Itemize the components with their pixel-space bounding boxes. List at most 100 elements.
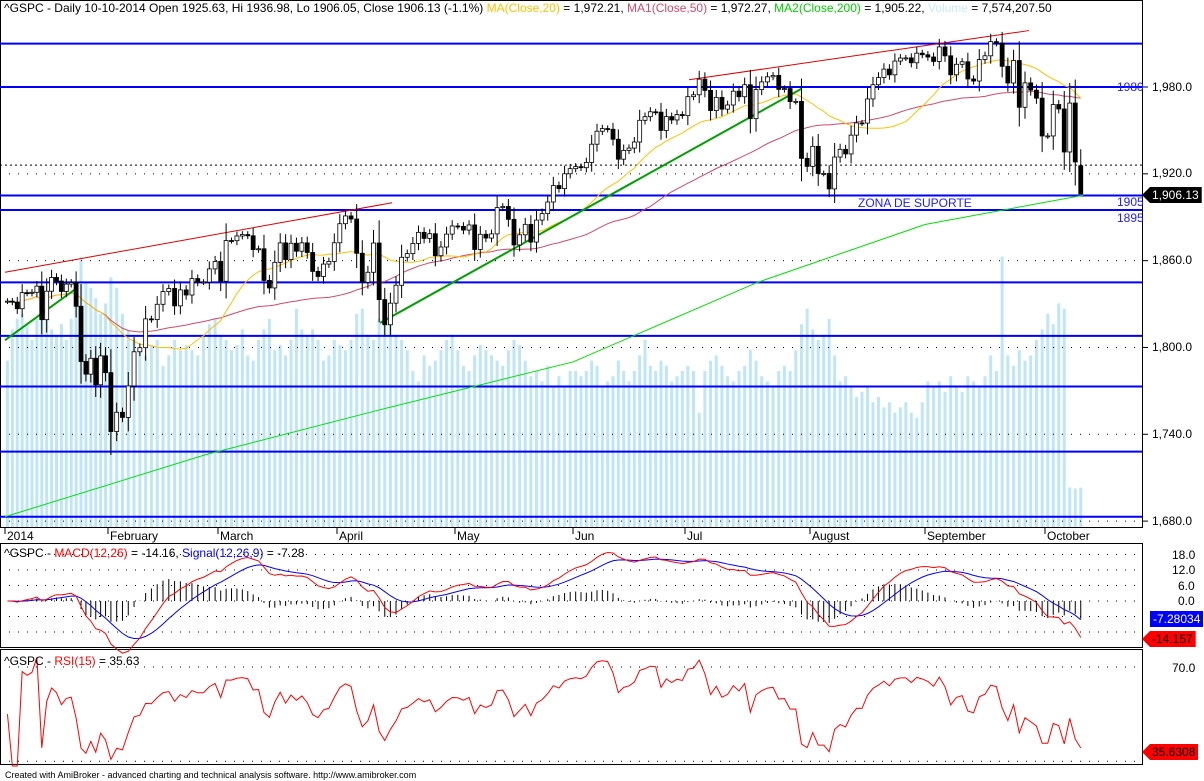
macd-legend: ^GSPC - MACD(12,26) = -14.16, Signal(12,… — [4, 546, 304, 560]
volume-bar — [898, 407, 902, 527]
candle-body — [787, 88, 793, 102]
volume-bar — [709, 360, 713, 527]
volume-bar — [30, 339, 34, 527]
candle-body — [461, 225, 466, 231]
candle-body — [965, 61, 971, 80]
candle-body — [103, 355, 108, 374]
candle-body — [223, 240, 229, 282]
candle-body — [432, 233, 438, 257]
candle-body — [410, 243, 416, 255]
candle-body — [483, 233, 489, 239]
volume-bar — [161, 365, 165, 527]
volume-bar — [377, 319, 381, 527]
candle-body — [294, 242, 299, 252]
candle-body — [854, 122, 859, 136]
volume-bar — [478, 345, 482, 527]
volume-bar — [89, 287, 93, 527]
volume-bar — [1068, 487, 1072, 527]
candle-body — [195, 278, 201, 283]
volume-bar — [855, 397, 859, 527]
signal-line — [7, 558, 1082, 639]
candle-body — [245, 234, 251, 237]
volume-bar — [551, 386, 555, 527]
volume-bar — [173, 339, 177, 527]
candle-body — [742, 84, 748, 98]
ma20-line — [7, 59, 1082, 350]
candle-body — [331, 242, 337, 262]
candle-body — [1045, 135, 1051, 138]
candle-body — [137, 347, 143, 353]
volume-bar — [1040, 329, 1044, 527]
candle-body — [615, 138, 621, 160]
volume-bar — [703, 371, 707, 527]
volume-bar — [25, 324, 29, 527]
volume-bar — [616, 360, 620, 527]
macd-value: = -14.16, — [127, 546, 183, 560]
candle-body — [626, 147, 632, 151]
candle-body — [876, 77, 881, 86]
candle-body — [589, 143, 595, 163]
month-label: Jun — [575, 529, 594, 543]
volume-bar — [648, 365, 652, 527]
candle-body — [218, 261, 224, 282]
candle-body — [539, 213, 545, 221]
volume-bar — [202, 334, 206, 527]
volume-bar — [638, 355, 642, 527]
volume-bar — [600, 386, 604, 527]
volume-bar — [765, 381, 769, 527]
candle-body — [1056, 104, 1062, 110]
candle-body — [674, 114, 680, 121]
candle-body — [500, 206, 506, 209]
candle-body — [859, 122, 865, 125]
volume-bar — [860, 391, 864, 527]
volume-bar — [960, 391, 964, 527]
candle-body — [277, 242, 283, 263]
candle-body — [658, 111, 664, 131]
candle-body — [982, 55, 988, 60]
month-label: October — [1047, 529, 1090, 543]
volume-bar — [240, 329, 244, 527]
ma50-line — [7, 91, 1081, 333]
volume-bar — [849, 386, 853, 527]
volume-bar — [1017, 350, 1021, 527]
volume-bar — [372, 339, 376, 527]
candle-body — [770, 75, 776, 78]
volume-bar — [327, 355, 331, 527]
trendline — [379, 87, 803, 324]
volume-bar — [989, 355, 993, 527]
volume-bar — [926, 381, 930, 527]
volume-bar — [584, 371, 588, 527]
signal-badge: -7.28034 — [1150, 611, 1204, 627]
candle-body — [172, 288, 177, 307]
candle-body — [78, 305, 84, 362]
candle-body — [685, 96, 691, 117]
candle-body — [517, 234, 523, 246]
volume-bar — [461, 365, 465, 527]
volume-bar — [383, 308, 387, 527]
volume-bar — [501, 365, 505, 527]
candle-body — [730, 90, 736, 106]
volume-bar — [316, 339, 320, 527]
volume-bar — [262, 329, 266, 527]
volume-bar — [69, 319, 73, 527]
month-label: March — [220, 529, 253, 543]
volume-bar — [495, 360, 499, 527]
candle-body — [177, 289, 183, 307]
candle-body — [310, 252, 316, 272]
volume-bar — [654, 371, 658, 527]
candle-body — [776, 75, 782, 90]
candle-body — [848, 134, 854, 155]
rsi-value: = 35.63 — [95, 654, 140, 668]
candle-body — [472, 224, 478, 250]
volume-bar — [433, 360, 437, 527]
volume-bar — [590, 360, 594, 527]
candle-body — [376, 242, 382, 300]
volume-bar — [782, 365, 786, 527]
volume-bar — [343, 350, 347, 527]
volume-bar — [219, 334, 223, 527]
candle-body — [399, 256, 405, 286]
candle-body — [725, 104, 731, 110]
candle-body — [212, 261, 218, 270]
candle-body — [908, 57, 914, 64]
candle-body — [948, 55, 954, 76]
